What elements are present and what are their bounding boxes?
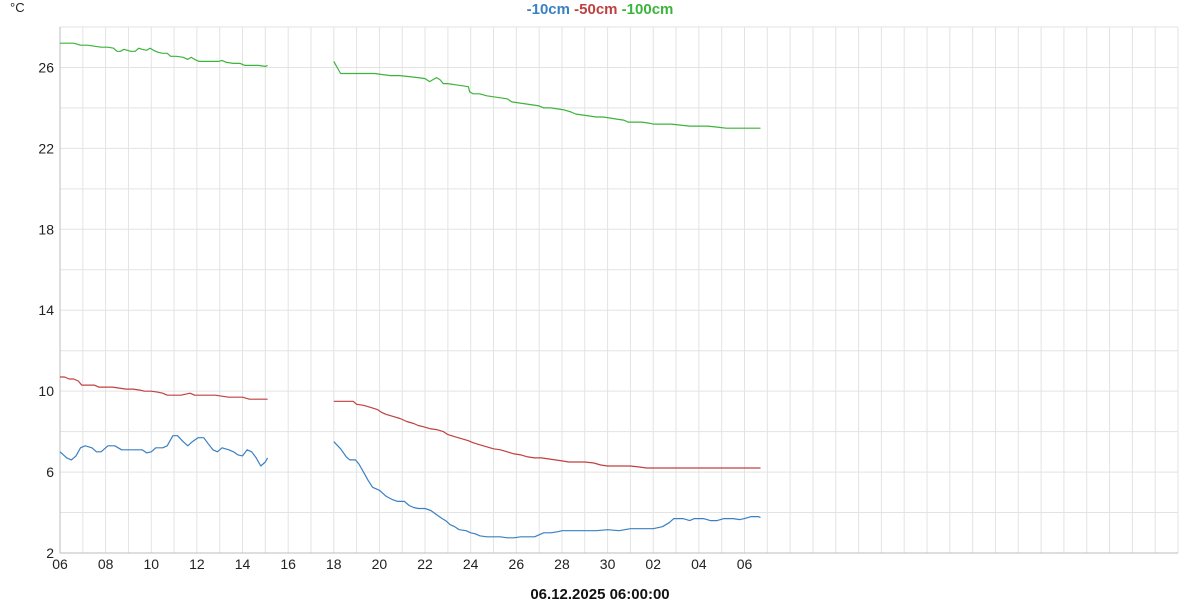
series-line	[59, 435, 269, 467]
series-line	[60, 376, 268, 400]
series-line	[333, 400, 761, 469]
x-tick-label: 14	[235, 556, 251, 572]
y-axis-unit: °C	[10, 0, 25, 15]
x-tick-label: 08	[98, 556, 114, 572]
x-tick-label: 26	[509, 556, 525, 572]
series-line	[333, 61, 761, 129]
legend-item: -100cm	[618, 1, 674, 18]
legend-item: -10cm	[527, 1, 570, 18]
x-tick-label: 12	[189, 556, 205, 572]
legend-item: -50cm	[570, 1, 618, 18]
series-line	[60, 42, 268, 67]
y-tick-label: 22	[38, 140, 54, 156]
x-tick-label: 10	[143, 556, 159, 572]
y-tick-label: 18	[38, 221, 54, 237]
chart-series-group	[59, 42, 761, 539]
x-tick-label: 22	[417, 556, 433, 572]
chart-legend: -10cm -50cm -100cm	[527, 1, 674, 18]
chart-grid	[59, 26, 1179, 554]
x-tick-label: 30	[600, 556, 616, 572]
y-tick-label: 26	[38, 59, 54, 75]
x-tick-label: 06	[52, 556, 68, 572]
x-tick-label: 02	[645, 556, 661, 572]
x-tick-label: 16	[280, 556, 296, 572]
x-tick-label: 18	[326, 556, 342, 572]
x-tick-label: 28	[554, 556, 570, 572]
x-tick-label: 06	[737, 556, 753, 572]
x-axis-label: 06.12.2025 06:00:00	[530, 586, 669, 600]
y-tick-label: 6	[46, 464, 54, 480]
x-axis-ticks: 06 08 10 12 14 16 18 20 22 24 26 28 30 02 04 06	[52, 556, 752, 572]
x-tick-label: 20	[372, 556, 388, 572]
y-tick-label: 14	[38, 302, 54, 318]
y-tick-label: 10	[38, 383, 54, 399]
x-tick-label: 04	[691, 556, 707, 572]
y-tick-label: 2	[46, 545, 54, 561]
series-line	[333, 441, 761, 539]
x-tick-label: 24	[463, 556, 479, 572]
